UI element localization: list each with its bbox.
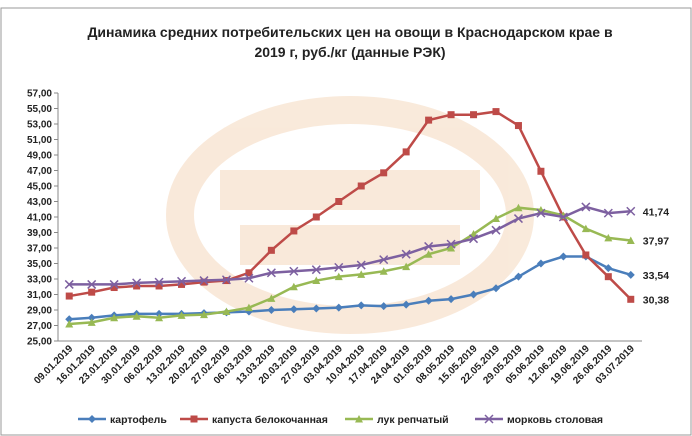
point <box>380 169 387 176</box>
point <box>335 198 342 205</box>
y-tick-label: 51,00 <box>27 135 52 146</box>
legend-label: картофель <box>110 414 167 426</box>
data-label: 37,97 <box>643 235 669 247</box>
point <box>515 122 522 129</box>
point <box>582 251 589 258</box>
y-tick-label: 31,00 <box>27 290 52 301</box>
y-tick-label: 25,00 <box>27 337 52 348</box>
y-tick-label: 39,00 <box>27 228 52 239</box>
chart: 25,00 27,00 29,00 31,00 33,00 35,00 37,00 39,00… <box>0 0 692 436</box>
chart-title: Динамика средних потребительских цен на … <box>80 22 620 62</box>
point <box>88 289 95 296</box>
y-tick-label: 57,00 <box>27 89 52 100</box>
point <box>268 247 275 254</box>
y-tick-label: 41,00 <box>27 213 52 224</box>
legend-label: лук репчатый <box>377 414 449 426</box>
y-tick-label: 37,00 <box>27 244 52 255</box>
y-tick-label: 29,00 <box>27 306 52 317</box>
page: 25,00 27,00 29,00 31,00 33,00 35,00 37,00 39,00… <box>0 0 692 436</box>
point <box>425 117 432 124</box>
data-label: 33,54 <box>643 270 669 282</box>
point <box>448 111 455 118</box>
point <box>470 111 477 118</box>
data-label: 30,38 <box>643 294 669 306</box>
point <box>493 108 500 115</box>
point <box>313 214 320 221</box>
y-tick-label: 27,00 <box>27 321 52 332</box>
y-tick-label: 43,00 <box>27 197 52 208</box>
point <box>358 183 365 190</box>
point <box>290 227 297 234</box>
y-tick-label: 45,00 <box>27 182 52 193</box>
y-tick-label: 47,00 <box>27 166 52 177</box>
legend-marker <box>191 416 198 423</box>
legend-label: капуста белокочанная <box>212 414 328 426</box>
point <box>605 273 612 280</box>
data-label: 41,74 <box>643 206 669 218</box>
point <box>403 148 410 155</box>
point <box>66 293 73 300</box>
legend-label: морковь столовая <box>507 414 603 426</box>
y-tick-label: 49,00 <box>27 151 52 162</box>
y-tick-label: 55,00 <box>27 104 52 115</box>
y-tick-label: 35,00 <box>27 259 52 270</box>
y-tick-label: 53,00 <box>27 120 52 131</box>
point <box>537 168 544 175</box>
point <box>627 296 634 303</box>
y-tick-label: 33,00 <box>27 275 52 286</box>
